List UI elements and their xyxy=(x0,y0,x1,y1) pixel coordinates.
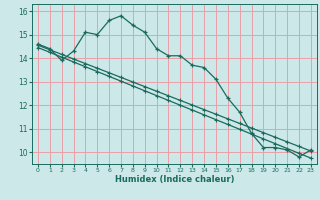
X-axis label: Humidex (Indice chaleur): Humidex (Indice chaleur) xyxy=(115,175,234,184)
